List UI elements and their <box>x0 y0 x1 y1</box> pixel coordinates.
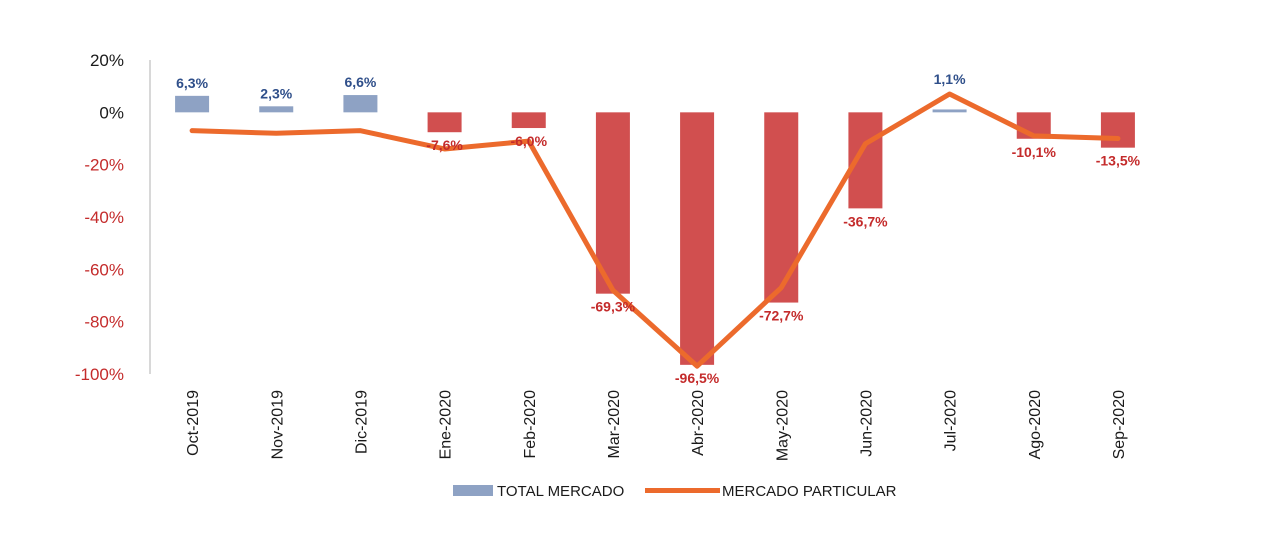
bar-may-2020 <box>764 112 799 303</box>
legend: TOTAL MERCADO MERCADO PARTICULAR <box>453 483 897 500</box>
data-label: -69,3% <box>591 299 636 315</box>
x-tick-label: May-2020 <box>774 390 791 461</box>
data-label: -36,7% <box>843 213 888 229</box>
y-tick-label: 20% <box>90 51 124 70</box>
x-tick-label: Oct-2019 <box>185 390 202 456</box>
y-tick-label: -20% <box>84 156 124 175</box>
x-tick-label: Abr-2020 <box>690 390 707 456</box>
bar-sep-2020 <box>1100 112 1135 148</box>
bar-feb-2020 <box>511 112 546 129</box>
data-label: -72,7% <box>759 308 804 324</box>
data-labels: 6,3% 2,3% 6,6% -7,6% -6,0% -69,3% -96,5% -72,7%… <box>176 71 1141 386</box>
x-tick-label: Dic-2019 <box>353 390 370 454</box>
y-tick-label: -40% <box>84 208 124 227</box>
axes: 20% 0% -20% -40% -60% -80% -100% <box>75 51 151 384</box>
x-tick-label: Sep-2020 <box>1111 390 1128 459</box>
x-tick-label: Mar-2020 <box>606 390 623 459</box>
y-tick-label: 0% <box>99 103 124 122</box>
bar-jul-2020 <box>932 109 967 113</box>
legend-label-mercado-particular: MERCADO PARTICULAR <box>722 483 897 500</box>
data-label: 6,6% <box>344 74 376 90</box>
bar-dic-2019 <box>343 95 378 113</box>
x-tick-label: Nov-2019 <box>269 390 286 459</box>
x-tick-label: Ene-2020 <box>438 390 455 459</box>
data-label: 1,1% <box>934 71 966 87</box>
data-label: 2,3% <box>260 85 292 101</box>
bar-oct-2019 <box>175 95 210 113</box>
data-label: -13,5% <box>1096 153 1141 169</box>
bars <box>175 95 1135 365</box>
y-tick-label: -100% <box>75 365 124 384</box>
data-label: -6,0% <box>510 133 547 149</box>
line-series <box>189 91 1121 369</box>
bar-abr-2020 <box>680 112 715 365</box>
data-label: 6,3% <box>176 75 208 91</box>
data-label: -96,5% <box>675 370 720 386</box>
x-tick-label: Jul-2020 <box>943 390 960 451</box>
bar-mar-2020 <box>595 112 630 294</box>
legend-swatch-total-mercado <box>453 485 493 496</box>
line-mercado-particular <box>189 91 1121 369</box>
bar-nov-2019 <box>259 106 294 113</box>
x-tick-label: Feb-2020 <box>522 390 539 459</box>
y-tick-label: -80% <box>84 313 124 332</box>
data-label: -7,6% <box>426 137 463 153</box>
y-tick-label: -60% <box>84 260 124 279</box>
legend-label-total-mercado: TOTAL MERCADO <box>497 483 624 500</box>
x-tick-label: Ago-2020 <box>1027 390 1044 459</box>
data-label: -10,1% <box>1012 144 1057 160</box>
bar-ene-2020 <box>427 112 462 133</box>
x-tick-label: Jun-2020 <box>858 390 875 457</box>
x-tick-labels: Oct-2019 Nov-2019 Dic-2019 Ene-2020 Feb-2020… <box>185 390 1128 461</box>
